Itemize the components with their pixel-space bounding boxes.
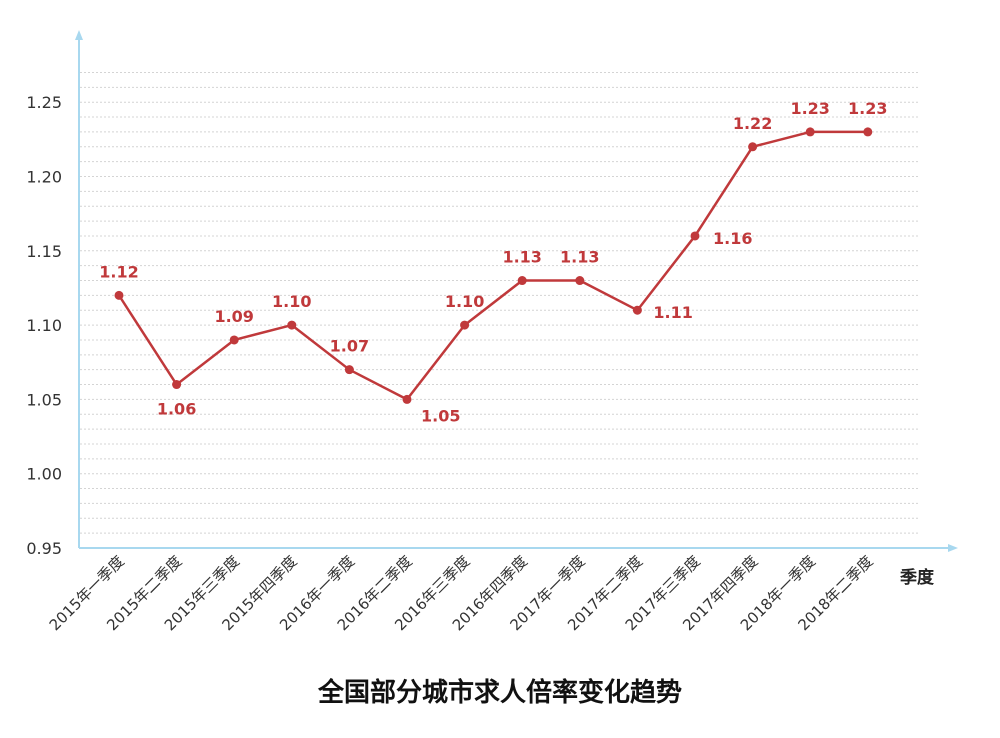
data-label: 1.13 — [560, 248, 599, 267]
y-tick-label: 1.10 — [26, 316, 62, 335]
data-label: 1.23 — [790, 99, 829, 118]
data-point — [575, 276, 585, 286]
y-tick-label: 1.15 — [26, 242, 62, 261]
y-tick-labels: 0.95 1.00 1.05 1.10 1.15 1.20 1.25 — [26, 93, 62, 558]
data-point — [287, 320, 297, 330]
grid — [80, 71, 918, 534]
y-tick-label: 1.00 — [26, 465, 62, 484]
y-tick-label: 0.95 — [26, 539, 62, 558]
y-axis-arrow — [75, 30, 83, 40]
data-labels: 1.12 1.06 1.09 1.10 1.07 1.05 1.10 1.13 1.13 1.11… — [99, 99, 887, 425]
data-label: 1.12 — [99, 262, 138, 281]
data-point — [229, 335, 239, 345]
data-point — [114, 290, 124, 300]
axes — [75, 30, 958, 552]
x-axis-label: 季度 — [900, 567, 935, 588]
data-label: 1.23 — [848, 99, 887, 118]
y-tick-label: 1.25 — [26, 93, 62, 112]
y-tick-label: 1.05 — [26, 390, 62, 409]
x-axis-arrow — [948, 544, 958, 552]
data-label: 1.05 — [421, 406, 460, 425]
data-point — [460, 320, 470, 330]
data-point — [805, 127, 815, 137]
data-point — [172, 380, 182, 390]
data-point — [863, 127, 873, 137]
series — [114, 127, 873, 404]
data-label: 1.10 — [445, 292, 484, 311]
data-label: 1.09 — [214, 307, 253, 326]
data-label: 1.22 — [733, 114, 772, 133]
data-point — [748, 142, 758, 152]
series-line — [117, 130, 868, 401]
data-point — [344, 365, 354, 375]
data-label: 1.13 — [502, 248, 541, 267]
data-label: 1.10 — [272, 292, 311, 311]
data-point — [690, 231, 700, 241]
x-tick-labels: 2015年一季度2015年二季度2015年三季度2015年四季度2016年一季度… — [46, 552, 877, 634]
data-label: 1.06 — [157, 400, 196, 419]
data-point — [402, 394, 412, 404]
data-label: 1.16 — [713, 229, 752, 248]
data-point — [632, 305, 642, 315]
chart-title: 全国部分城市求人倍率变化趋势 — [317, 678, 682, 708]
y-tick-label: 1.20 — [26, 168, 62, 187]
data-label: 1.07 — [330, 337, 369, 356]
data-point — [517, 276, 527, 286]
data-label: 1.11 — [653, 303, 692, 322]
